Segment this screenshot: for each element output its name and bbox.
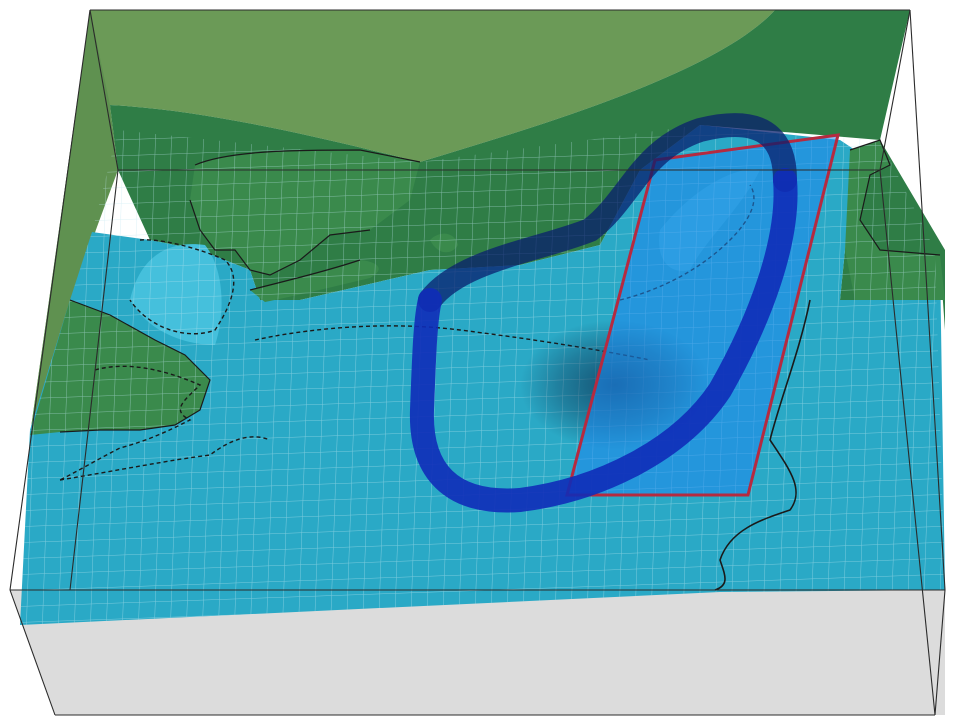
upper-land-surface: [30, 10, 775, 435]
contour-west: [59, 365, 202, 481]
grid-overlay: [20, 125, 945, 625]
contour-bay: [129, 239, 235, 335]
shelf-edge: [714, 299, 811, 591]
loop-path-lower: [409, 168, 798, 513]
loop-path-upper: [418, 113, 797, 312]
left-upper-land: [30, 10, 118, 440]
box-floor: [10, 590, 945, 715]
frame: [9, 9, 946, 716]
contour-south: [59, 436, 271, 481]
loop-path: [409, 113, 798, 513]
bounding-box: [10, 590, 945, 715]
coastline: [59, 139, 941, 591]
